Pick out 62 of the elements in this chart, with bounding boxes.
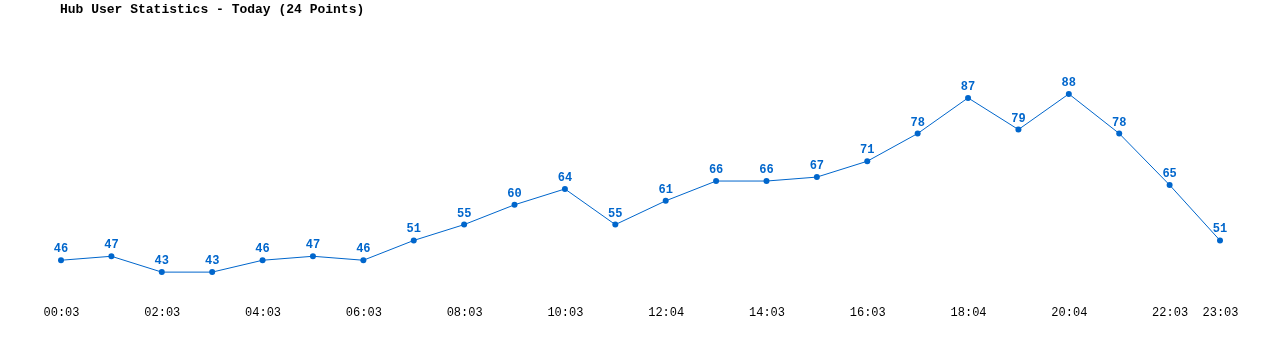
data-label: 46 (255, 242, 270, 257)
data-label: 55 (608, 206, 623, 221)
data-label: 88 (1061, 75, 1077, 90)
data-label: 79 (1011, 111, 1026, 126)
x-tick-label: 02:03 (144, 305, 181, 320)
data-label: 67 (809, 159, 825, 174)
point (612, 221, 619, 228)
data-label: 47 (305, 238, 321, 253)
point (1015, 126, 1022, 133)
point (108, 253, 115, 260)
data-label: 61 (658, 182, 673, 197)
data-label: 51 (1212, 222, 1228, 237)
point (1166, 182, 1173, 188)
data-label: 78 (1112, 115, 1127, 130)
data-label: 87 (960, 79, 976, 94)
point (713, 178, 720, 185)
x-tick-label: 14:03 (748, 305, 785, 320)
point (158, 269, 165, 276)
chart-title: Hub User Statistics - Today (24 Points) (60, 1, 365, 17)
data-label: 46 (356, 242, 371, 257)
data-label: 43 (154, 254, 169, 269)
data-label: 71 (860, 143, 875, 158)
x-tick-label: 23:03 (1202, 305, 1239, 320)
data-label: 47 (104, 238, 119, 253)
x-tick-label: 16:03 (849, 305, 886, 320)
data-label: 51 (406, 222, 421, 237)
point (662, 197, 669, 204)
x-tick-label: 22:03 (1152, 305, 1189, 320)
x-tick-label: 00:03 (43, 305, 80, 320)
x-tick-label: 20:04 (1051, 305, 1088, 320)
x-tick-label: 08:03 (446, 305, 483, 320)
point (813, 174, 820, 181)
data-label: 60 (507, 186, 522, 201)
point (914, 130, 921, 137)
point (461, 221, 468, 228)
point (864, 158, 871, 165)
point (1116, 130, 1123, 137)
data-label: 43 (204, 254, 220, 269)
point (965, 94, 972, 101)
x-tick-label: 06:03 (345, 305, 382, 320)
x-tick-label: 12:04 (648, 305, 685, 320)
x-tick-label: 04:03 (245, 305, 282, 320)
point (259, 257, 266, 264)
data-label: 78 (910, 115, 925, 130)
point (309, 253, 316, 260)
point (763, 178, 770, 185)
point (1217, 237, 1223, 244)
point (209, 269, 216, 276)
data-label: 66 (759, 163, 774, 178)
data-label: 55 (456, 206, 472, 221)
data-label: 66 (708, 163, 724, 178)
point (360, 257, 367, 264)
data-label: 46 (53, 242, 69, 257)
point (410, 237, 417, 244)
point (561, 185, 568, 192)
point (58, 257, 64, 264)
data-label: 65 (1162, 167, 1177, 181)
point (511, 201, 518, 208)
point (1065, 90, 1072, 97)
x-tick-label: 10:03 (547, 305, 584, 320)
data-label: 64 (557, 170, 573, 185)
x-tick-label: 18:04 (950, 305, 987, 320)
